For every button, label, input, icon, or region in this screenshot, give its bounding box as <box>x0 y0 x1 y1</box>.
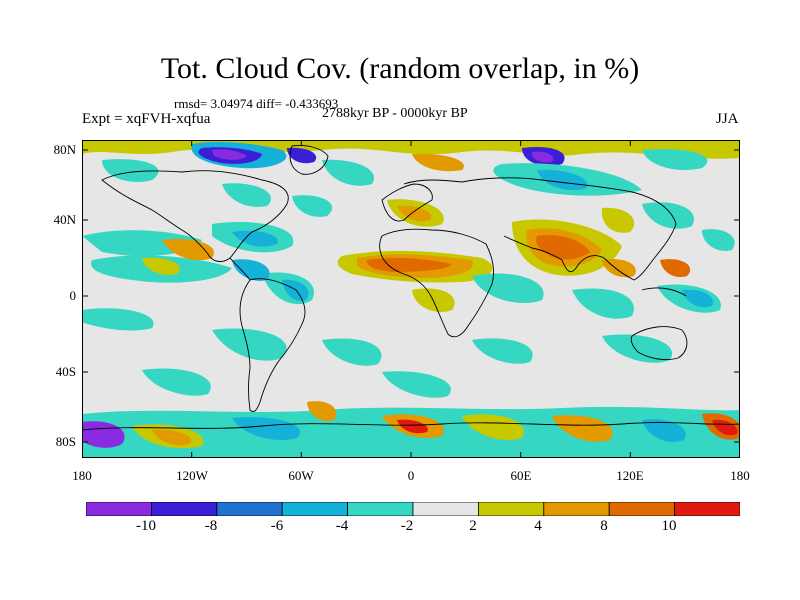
colorbar-swatch <box>86 502 152 516</box>
lat-label: 0 <box>69 288 77 303</box>
colorbar-label: -4 <box>335 518 349 534</box>
lon-label: 120E <box>616 468 644 483</box>
colorbar-label: -10 <box>136 518 156 534</box>
colorbar-swatch <box>347 502 414 516</box>
colorbar <box>86 502 740 516</box>
colorbar-label: -8 <box>204 518 218 534</box>
colorbar-label: 8 <box>600 518 608 534</box>
chart-title: Tot. Cloud Cov. (random overlap, in %) <box>160 52 640 85</box>
colorbar-swatch <box>151 502 218 516</box>
season-label: JJA <box>716 111 739 127</box>
period-label: 2788kyr BP - 0000kyr BP <box>322 106 468 121</box>
stats-label: rmsd= 3.04974 diff= -0.433693 <box>174 96 339 111</box>
coastlines <box>82 145 740 431</box>
experiment-label: Expt = xqFVH-xqfua <box>82 111 211 127</box>
map-frame <box>82 140 740 458</box>
colorbar-swatch <box>543 502 610 516</box>
lat-label: 80S <box>55 434 76 449</box>
lat-label: 80N <box>53 142 76 157</box>
lon-label: 120W <box>176 468 208 483</box>
lat-label: 40S <box>55 364 76 379</box>
colorbar-label: 10 <box>661 518 677 534</box>
colorbar-swatch <box>674 502 740 516</box>
colorbar-swatch <box>412 502 479 516</box>
colorbar-label: 2 <box>469 518 477 534</box>
map-background <box>82 140 740 458</box>
colorbar-swatch <box>216 502 283 516</box>
lat-label: 40N <box>53 212 76 227</box>
lon-label: 0 <box>407 468 415 483</box>
colorbar-label: -2 <box>400 518 414 534</box>
lon-label: 60E <box>510 468 532 483</box>
world-map-icon <box>82 140 740 458</box>
lon-label: 180 <box>730 468 750 483</box>
lon-label: 60W <box>288 468 314 483</box>
colorbar-label: -6 <box>270 518 284 534</box>
lon-label: 180 <box>72 468 92 483</box>
colorbar-swatch <box>608 502 676 516</box>
colorbar-swatch <box>281 502 348 516</box>
colorbar-label: 4 <box>534 518 542 534</box>
colorbar-swatch <box>477 502 545 516</box>
